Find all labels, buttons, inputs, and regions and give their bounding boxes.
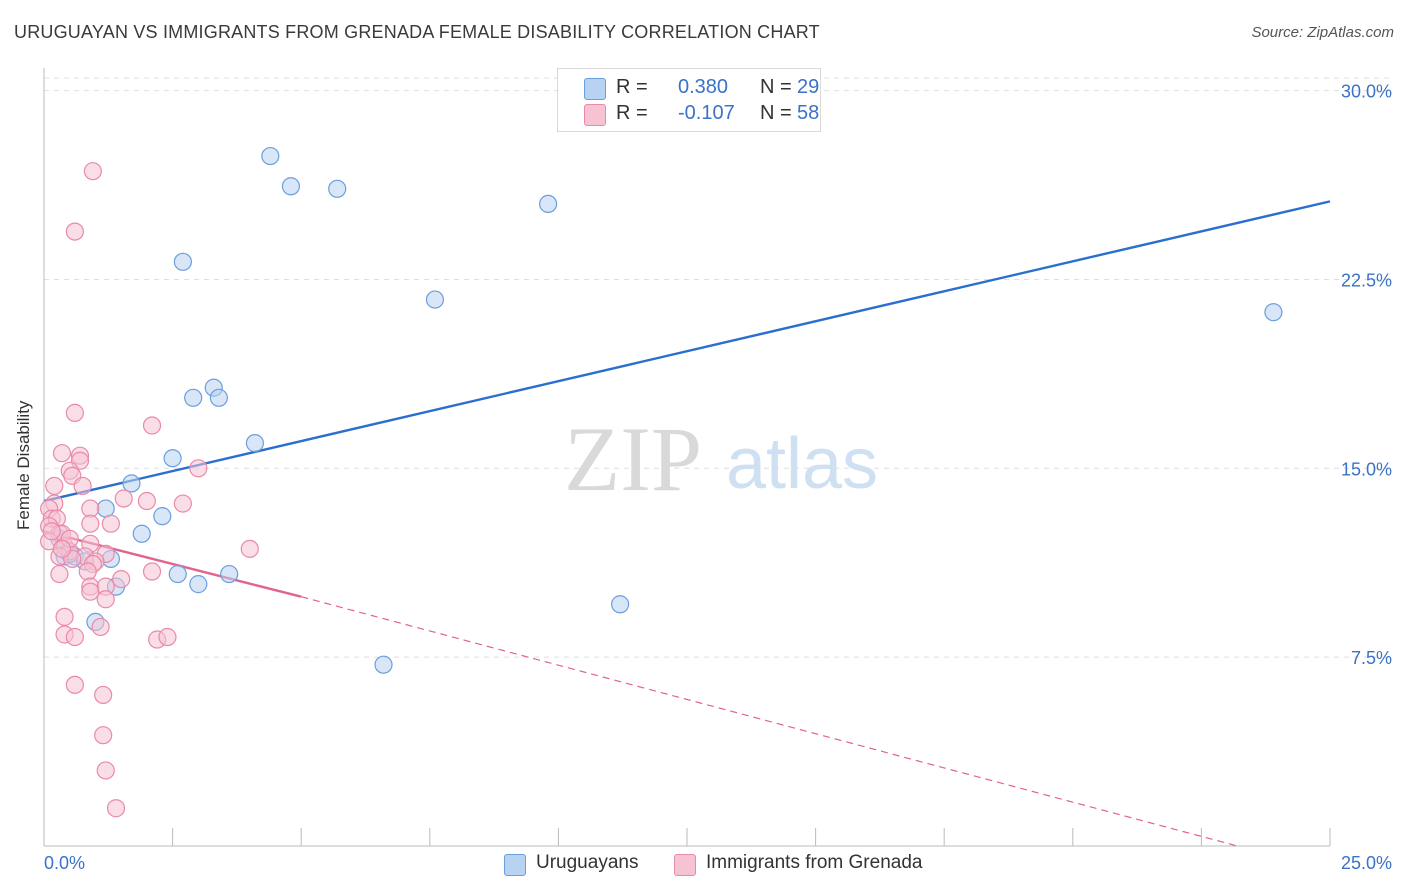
- legend-swatch-pink: [674, 854, 696, 876]
- point-grenada: [42, 522, 61, 541]
- point-uruguayans: [328, 179, 347, 198]
- point-uruguayans: [168, 564, 187, 584]
- point-uruguayans: [209, 388, 228, 407]
- point-grenada: [81, 582, 100, 601]
- x-tick-label: 25.0%: [1341, 853, 1392, 873]
- point-grenada: [96, 590, 115, 609]
- point-uruguayans: [611, 595, 630, 614]
- point-grenada: [65, 675, 84, 694]
- point-uruguayans: [173, 252, 192, 271]
- point-uruguayans: [153, 507, 172, 526]
- point-grenada: [91, 617, 110, 637]
- axis-layer: [43, 68, 1331, 847]
- point-grenada: [94, 685, 113, 705]
- point-uruguayans: [163, 449, 182, 468]
- y-tick-label: 15.0%: [1341, 459, 1392, 479]
- point-grenada: [173, 494, 192, 513]
- point-uruguayans: [184, 388, 203, 407]
- point-uruguayans: [1264, 303, 1283, 322]
- points-layer: [40, 146, 1283, 818]
- point-grenada: [189, 459, 208, 478]
- point-grenada: [81, 514, 100, 533]
- point-grenada: [65, 403, 84, 422]
- point-grenada: [81, 499, 100, 518]
- point-grenada: [142, 562, 162, 581]
- point-grenada: [142, 416, 162, 435]
- point-grenada: [45, 476, 64, 496]
- correlation-legend: R = 0.380 N = 29 R = -0.107 N = 58: [557, 68, 821, 132]
- y-tick-label: 7.5%: [1351, 648, 1392, 668]
- point-grenada: [96, 761, 115, 780]
- point-uruguayans: [261, 146, 280, 166]
- point-grenada: [101, 514, 120, 533]
- point-uruguayans: [189, 575, 208, 594]
- legend-swatch-blue: [504, 854, 526, 876]
- x-tick-label: 0.0%: [44, 853, 85, 873]
- watermark-atlas: atlas: [726, 424, 878, 504]
- point-uruguayans: [132, 524, 151, 543]
- watermark: ZIP atlas: [564, 408, 878, 510]
- point-grenada: [240, 539, 259, 558]
- point-grenada: [112, 569, 131, 589]
- point-grenada: [65, 627, 84, 647]
- source-label: Source: ZipAtlas.com: [1251, 24, 1394, 41]
- point-grenada: [73, 476, 92, 496]
- point-grenada: [106, 799, 126, 818]
- trendline-grenada-extension: [301, 596, 1238, 847]
- point-uruguayans: [96, 499, 115, 518]
- point-grenada: [50, 564, 69, 584]
- point-uruguayans: [425, 290, 445, 309]
- legend-swatch-pink: [584, 104, 606, 126]
- point-grenada: [158, 627, 177, 647]
- grid-layer: [44, 77, 1392, 658]
- legend-swatch-blue: [584, 78, 606, 100]
- point-grenada: [137, 491, 156, 511]
- point-uruguayans: [245, 434, 265, 453]
- point-uruguayans: [122, 474, 141, 493]
- point-grenada: [114, 489, 133, 508]
- legend-label: Immigrants from Grenada: [706, 852, 923, 873]
- point-uruguayans: [220, 564, 239, 584]
- legend-n-value: 29: [797, 76, 820, 98]
- legend-r-value: -0.107: [678, 102, 735, 124]
- watermark-zip: ZIP: [564, 408, 702, 510]
- tick-label-layer: 7.5% 15.0% 22.5% 30.0% 0.0% 25.0%: [44, 82, 1392, 873]
- legend-n-label: N =: [760, 76, 792, 98]
- y-tick-label: 22.5%: [1341, 270, 1392, 290]
- point-grenada: [83, 162, 102, 181]
- point-grenada: [94, 726, 113, 745]
- chart-title: URUGUAYAN VS IMMIGRANTS FROM GRENADA FEM…: [14, 22, 820, 42]
- point-uruguayans: [281, 177, 301, 196]
- legend-n-value: 58: [797, 102, 820, 124]
- point-uruguayans: [539, 194, 558, 214]
- point-uruguayans: [374, 655, 393, 674]
- legend-r-label: R =: [616, 102, 648, 124]
- point-grenada: [65, 222, 84, 241]
- trend-layer: [43, 200, 1331, 847]
- point-grenada: [52, 444, 72, 463]
- point-grenada: [52, 539, 72, 558]
- legend-r-value: 0.380: [678, 76, 729, 98]
- y-tick-label: 30.0%: [1341, 82, 1392, 102]
- y-axis-label: Female Disability: [14, 400, 33, 530]
- legend-r-label: R =: [616, 76, 648, 98]
- point-grenada: [55, 607, 74, 626]
- point-grenada: [78, 562, 97, 581]
- legend-label: Uruguayans: [536, 852, 639, 873]
- legend-n-label: N =: [760, 102, 792, 124]
